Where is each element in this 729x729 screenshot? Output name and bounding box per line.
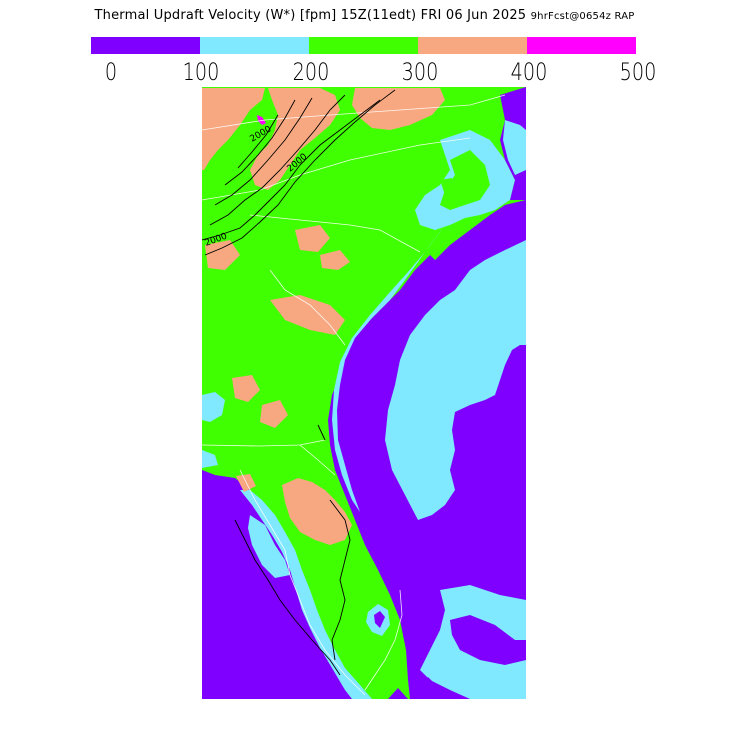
keys-purple-region (450, 615, 526, 665)
legend-segment-200-300 (309, 37, 418, 54)
boundary-lines (202, 94, 506, 696)
nc-coast-green (440, 150, 490, 210)
thermal-updraft-map: 2000 2000 2000 (202, 87, 526, 699)
mountain-salmon-region-2 (250, 88, 340, 190)
gulf-cyan-patch (248, 515, 290, 578)
keys-purple-diamond-2 (388, 688, 408, 699)
mountain-salmon-region (202, 88, 265, 170)
magenta-spot (257, 115, 266, 125)
legend-segment-100-200 (200, 37, 309, 54)
legend-segment-0-100 (91, 37, 200, 54)
nfl-salmon-1 (282, 478, 352, 545)
offshore-cyan-region (385, 240, 526, 520)
nc-salmon-2 (205, 240, 240, 270)
lake-okeechobee-purple (374, 611, 385, 628)
nc-cyan-inlet (503, 120, 526, 175)
gulf-purple-region (202, 470, 352, 699)
title-main: Thermal Updraft Velocity (W*) [fpm] 15Z(… (94, 8, 527, 23)
nc-salmon-3 (320, 250, 350, 270)
legend-tick-500: 500 (619, 58, 657, 86)
legend-segment-300-400 (418, 37, 527, 54)
legend-tick-400: 400 (510, 58, 548, 86)
ga-salmon-2 (260, 400, 288, 428)
contour-lines (202, 89, 396, 676)
title-forecast: 9hrFcst@0654z RAP (530, 11, 635, 22)
legend-tick-200: 200 (292, 58, 330, 86)
gulf-cyan-strip (240, 490, 372, 699)
nc-salmon-1 (295, 225, 330, 252)
offshore-green-spot (440, 178, 456, 198)
legend-tick-0: 0 (104, 58, 118, 86)
sc-salmon-1 (270, 295, 345, 335)
coastal-purple-band (336, 255, 450, 600)
keys-purple-diamond-1 (415, 677, 441, 699)
legend-segment-400-500 (527, 37, 636, 54)
color-legend (91, 37, 636, 54)
west-cyan-patch-1 (202, 392, 225, 422)
nfl-salmon-2 (236, 474, 256, 492)
ga-salmon-1 (232, 375, 260, 402)
va-salmon-region (352, 88, 445, 130)
legend-tick-300: 300 (401, 58, 439, 86)
west-cyan-patch-2 (202, 450, 218, 468)
legend-tick-100: 100 (182, 58, 220, 86)
map-title: Thermal Updraft Velocity (W*) [fpm] 15Z(… (0, 8, 729, 23)
